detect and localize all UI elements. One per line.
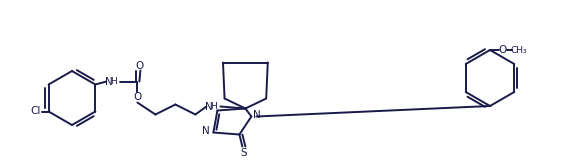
Text: CH₃: CH₃ bbox=[511, 45, 527, 55]
Text: H: H bbox=[110, 77, 117, 86]
Text: S: S bbox=[240, 148, 247, 157]
Text: H: H bbox=[210, 102, 217, 111]
Text: N: N bbox=[205, 101, 212, 112]
Text: O: O bbox=[136, 60, 143, 71]
Text: N: N bbox=[104, 76, 112, 87]
Text: O: O bbox=[499, 45, 507, 55]
Text: O: O bbox=[133, 92, 142, 103]
Text: Cl: Cl bbox=[31, 107, 41, 116]
Text: N: N bbox=[252, 109, 260, 120]
Text: N: N bbox=[201, 125, 209, 136]
